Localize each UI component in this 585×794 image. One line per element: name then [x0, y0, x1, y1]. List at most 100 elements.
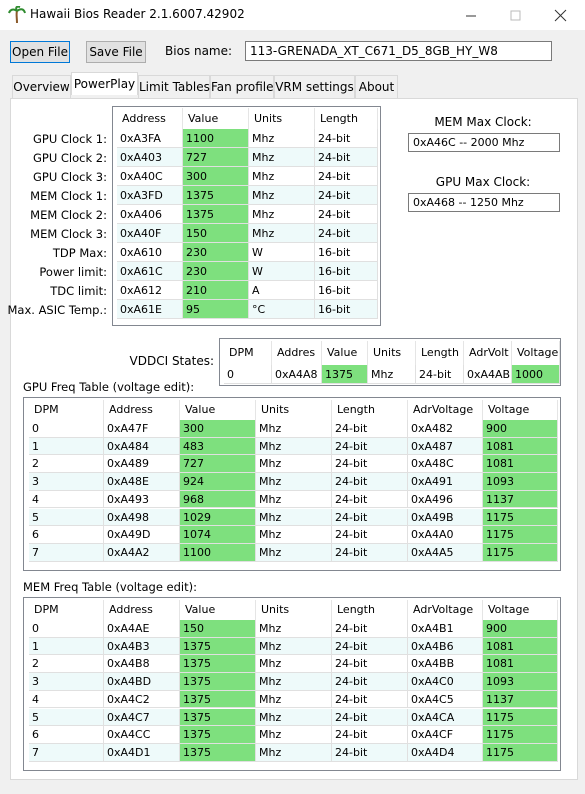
- column-header[interactable]: Value: [322, 341, 368, 365]
- cell[interactable]: 24-bit: [332, 708, 408, 727]
- cell[interactable]: 0xA484: [104, 437, 180, 456]
- cell[interactable]: °C: [249, 300, 315, 319]
- cell[interactable]: 0xA498: [104, 508, 180, 527]
- cell[interactable]: 24-bit: [332, 455, 408, 474]
- cell[interactable]: 0xA4CA: [408, 708, 483, 727]
- cell[interactable]: 0xA4D1: [104, 743, 180, 762]
- cell[interactable]: 0xA4AE: [104, 620, 180, 638]
- cell[interactable]: 483: [180, 437, 256, 456]
- tab[interactable]: About: [355, 75, 398, 98]
- cell[interactable]: Mhz: [256, 637, 332, 656]
- cell[interactable]: 0xA4CF: [408, 726, 483, 744]
- cell[interactable]: 16-bit: [315, 243, 378, 262]
- cell[interactable]: 900: [483, 420, 558, 438]
- cell[interactable]: 0xA4AB: [464, 365, 512, 384]
- cell[interactable]: Mhz: [249, 129, 315, 148]
- cell[interactable]: 6: [29, 726, 104, 744]
- cell[interactable]: 24-bit: [332, 420, 408, 438]
- cell[interactable]: Mhz: [256, 743, 332, 762]
- cell[interactable]: 5: [29, 708, 104, 727]
- cell[interactable]: 1081: [483, 437, 558, 456]
- cell[interactable]: W: [249, 243, 315, 262]
- column-header[interactable]: Value: [183, 108, 249, 129]
- cell[interactable]: 0xA4B6: [408, 637, 483, 656]
- column-header[interactable]: Address: [117, 108, 183, 129]
- cell[interactable]: 1137: [483, 490, 558, 509]
- cell[interactable]: 24-bit: [315, 205, 378, 224]
- cell[interactable]: 1375: [183, 205, 249, 224]
- cell[interactable]: Mhz: [256, 455, 332, 474]
- cell[interactable]: 0xA4A8: [272, 365, 322, 384]
- cell[interactable]: 727: [183, 148, 249, 167]
- tab[interactable]: Fan profile: [210, 75, 274, 98]
- cell[interactable]: 0xA4B8: [104, 655, 180, 674]
- cell[interactable]: 0xA489: [104, 455, 180, 474]
- cell[interactable]: 727: [180, 455, 256, 474]
- gpu-max-clock-field[interactable]: 0xA468 -- 1250 Mhz: [408, 193, 560, 212]
- cell[interactable]: 2: [29, 655, 104, 674]
- cell[interactable]: 0xA491: [408, 473, 483, 491]
- cell[interactable]: Mhz: [256, 690, 332, 709]
- cell[interactable]: 24-bit: [332, 726, 408, 744]
- cell[interactable]: 16-bit: [315, 300, 378, 319]
- cell[interactable]: 0xA61E: [117, 300, 183, 319]
- cell[interactable]: 4: [29, 490, 104, 509]
- cell[interactable]: A: [249, 281, 315, 300]
- cell[interactable]: 0xA4B3: [104, 637, 180, 656]
- cell[interactable]: 3: [29, 473, 104, 491]
- column-header[interactable]: Units: [256, 600, 332, 620]
- column-header[interactable]: Length: [332, 600, 408, 620]
- column-header[interactable]: DPM: [29, 400, 104, 420]
- column-header[interactable]: Voltage: [483, 400, 558, 420]
- column-header[interactable]: Address: [104, 600, 180, 620]
- cell[interactable]: 1000: [512, 365, 560, 384]
- cell[interactable]: 300: [183, 167, 249, 186]
- cell[interactable]: 0xA612: [117, 281, 183, 300]
- mem-max-clock-field[interactable]: 0xA46C -- 2000 Mhz: [408, 133, 560, 152]
- cell[interactable]: 0xA403: [117, 148, 183, 167]
- cell[interactable]: Mhz: [256, 420, 332, 438]
- cell[interactable]: 1081: [483, 637, 558, 656]
- cell[interactable]: 1175: [483, 508, 558, 527]
- cell[interactable]: 1375: [183, 186, 249, 205]
- cell[interactable]: Mhz: [256, 543, 332, 562]
- cell[interactable]: Mhz: [256, 655, 332, 674]
- cell[interactable]: 24-bit: [332, 673, 408, 691]
- cell[interactable]: 150: [183, 224, 249, 243]
- cell[interactable]: 0xA3FD: [117, 186, 183, 205]
- cell[interactable]: Mhz: [256, 490, 332, 509]
- cell[interactable]: 0xA4CC: [104, 726, 180, 744]
- cell[interactable]: 924: [180, 473, 256, 491]
- cell[interactable]: 968: [180, 490, 256, 509]
- window-controls[interactable]: [460, 8, 580, 24]
- cell[interactable]: 6: [29, 526, 104, 544]
- cell[interactable]: 1: [29, 437, 104, 456]
- cell[interactable]: 1375: [180, 673, 256, 691]
- cell[interactable]: 24-bit: [332, 743, 408, 762]
- cell[interactable]: 24-bit: [332, 508, 408, 527]
- cell[interactable]: 0xA4A5: [408, 543, 483, 562]
- cell[interactable]: 16-bit: [315, 262, 378, 281]
- cell[interactable]: 1100: [183, 129, 249, 148]
- column-header[interactable]: Length: [332, 400, 408, 420]
- cell[interactable]: 0xA3FA: [117, 129, 183, 148]
- cell[interactable]: Mhz: [249, 224, 315, 243]
- cell[interactable]: 24-bit: [332, 620, 408, 638]
- cell[interactable]: 24-bit: [332, 655, 408, 674]
- cell[interactable]: 0xA482: [408, 420, 483, 438]
- cell[interactable]: 0xA610: [117, 243, 183, 262]
- cell[interactable]: 230: [183, 262, 249, 281]
- cell[interactable]: 24-bit: [416, 365, 464, 384]
- cell[interactable]: 1375: [180, 690, 256, 709]
- cell[interactable]: 24-bit: [315, 148, 378, 167]
- cell[interactable]: 0xA496: [408, 490, 483, 509]
- cell[interactable]: 0xA4BB: [408, 655, 483, 674]
- cell[interactable]: 1375: [180, 708, 256, 727]
- cell[interactable]: 0xA48C: [408, 455, 483, 474]
- cell[interactable]: 16-bit: [315, 281, 378, 300]
- column-header[interactable]: Units: [368, 341, 416, 365]
- column-header[interactable]: Units: [249, 108, 315, 129]
- cell[interactable]: 150: [180, 620, 256, 638]
- tab[interactable]: VRM settings: [274, 75, 355, 98]
- column-header[interactable]: DPM: [224, 341, 272, 365]
